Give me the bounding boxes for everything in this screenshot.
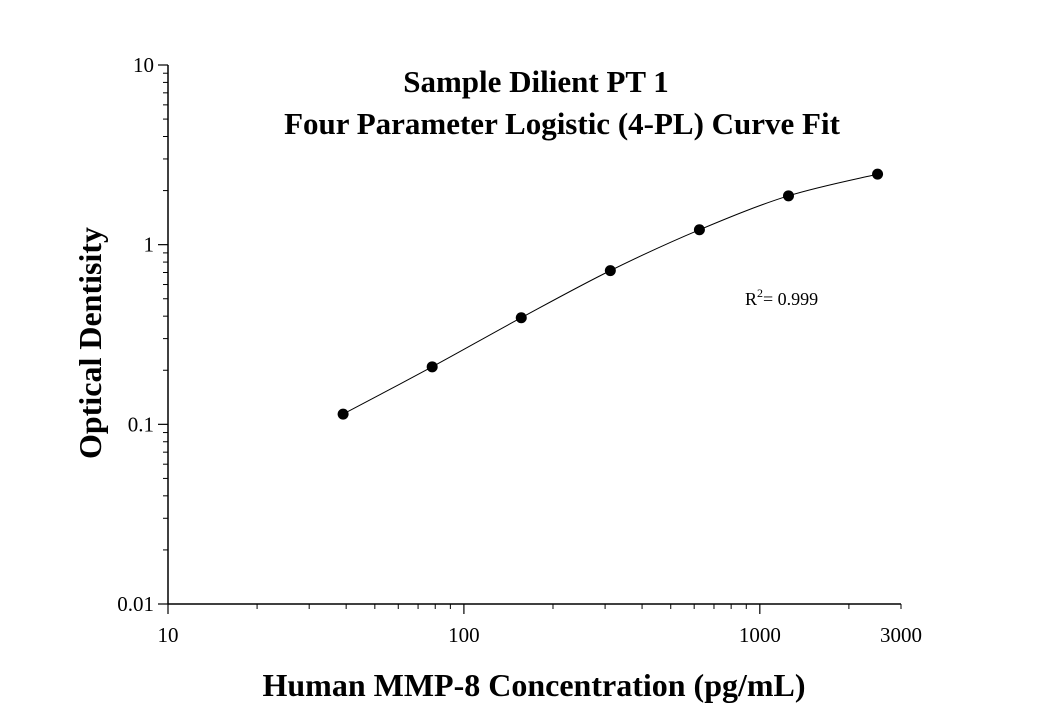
y-tick-label: 0.1 [128, 412, 154, 436]
axes [167, 65, 901, 605]
data-point [426, 361, 438, 373]
data-points [337, 168, 884, 420]
y-tick-label: 10 [133, 53, 154, 77]
data-point [693, 224, 705, 236]
y-tick-label: 0.01 [117, 592, 154, 616]
tick-labels: 10 100 1000 3000 0.01 0.1 1 10 [117, 53, 922, 647]
data-point [782, 190, 794, 202]
x-tick-label: 100 [448, 623, 480, 647]
data-point [515, 312, 527, 324]
x-tick-label: 1000 [739, 623, 781, 647]
r-squared-annotation: R2= 0.999 [745, 286, 818, 309]
y-tick-label: 1 [144, 233, 155, 257]
x-tick-label: 3000 [880, 623, 922, 647]
x-tick-label: 10 [158, 623, 179, 647]
r-squared-superscript: 2 [757, 286, 763, 300]
data-point [604, 265, 616, 277]
ticks [158, 64, 902, 614]
data-point [872, 168, 884, 180]
chart-title: Sample Dilient PT 1 [403, 64, 669, 99]
data-point [337, 408, 349, 420]
r-squared-r: R [745, 289, 757, 309]
r-squared-value: = 0.999 [763, 289, 818, 309]
chart-subtitle: Four Parameter Logistic (4-PL) Curve Fit [284, 106, 841, 141]
y-axis-title: Optical Dentisity [72, 227, 108, 459]
x-axis-title: Human MMP-8 Concentration (pg/mL) [262, 667, 805, 703]
